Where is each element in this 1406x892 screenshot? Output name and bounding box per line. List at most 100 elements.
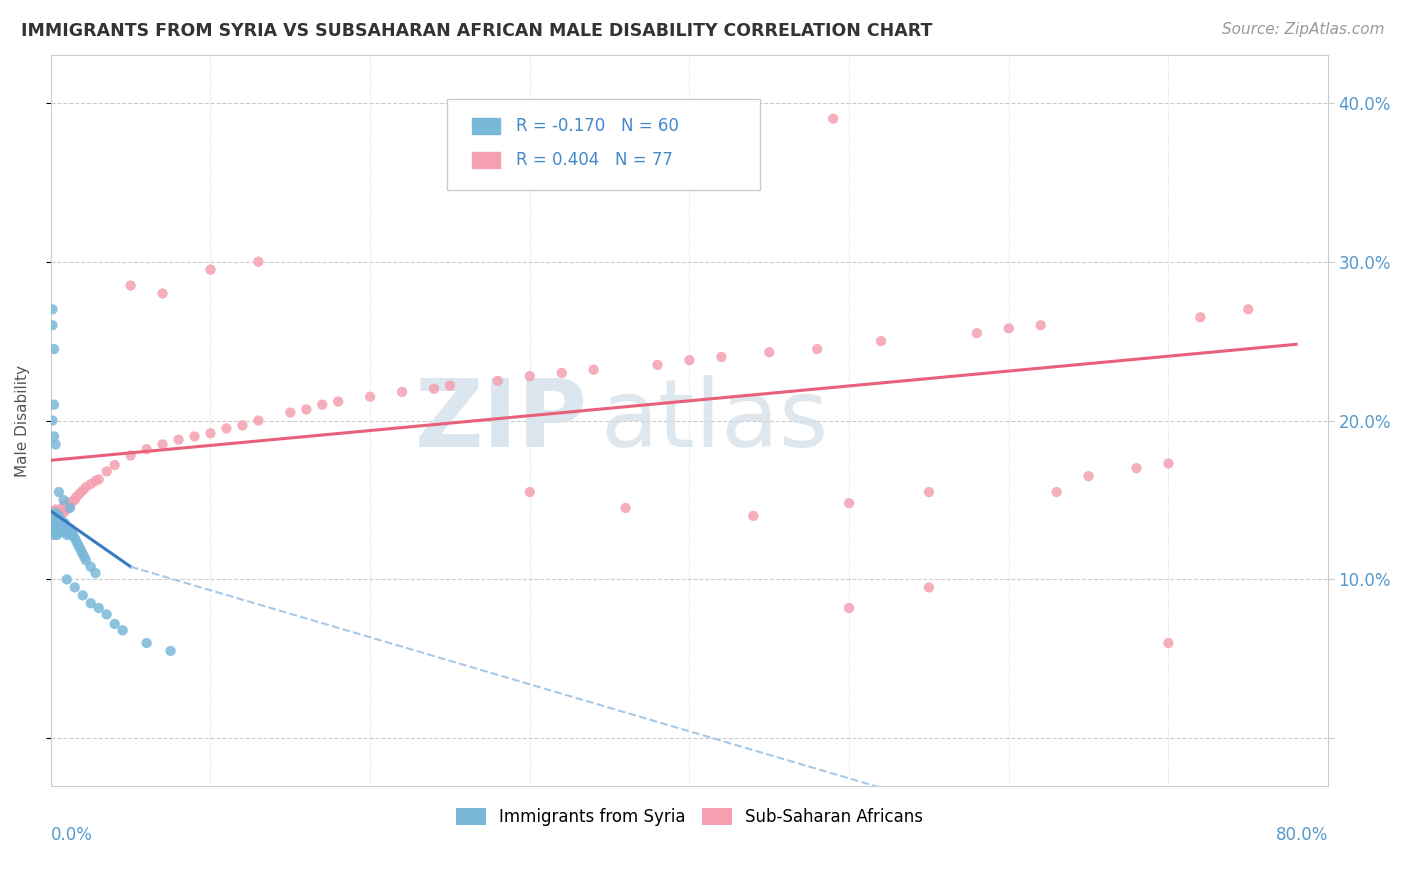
Point	[51, 500, 73, 515]
Point	[84, 566, 107, 580]
Point	[551, 366, 574, 380]
Point	[1237, 302, 1260, 317]
Point	[295, 402, 318, 417]
Point	[966, 326, 988, 341]
Point	[1189, 310, 1212, 325]
Point	[823, 112, 845, 126]
Point	[311, 398, 333, 412]
Point	[52, 506, 75, 520]
Point	[41, 302, 63, 317]
Point	[758, 345, 780, 359]
Point	[59, 500, 82, 515]
Point	[159, 644, 181, 658]
Point	[48, 508, 70, 523]
Point	[806, 342, 828, 356]
Text: R = 0.404   N = 77: R = 0.404 N = 77	[516, 151, 672, 169]
Point	[41, 508, 63, 523]
Point	[58, 524, 80, 539]
Point	[486, 374, 509, 388]
Point	[120, 449, 142, 463]
Point	[135, 442, 157, 457]
Point	[647, 358, 669, 372]
Point	[72, 547, 94, 561]
Point	[72, 483, 94, 498]
Point	[1029, 318, 1052, 333]
Point	[42, 516, 65, 531]
Point	[391, 384, 413, 399]
Point	[39, 524, 62, 539]
Point	[69, 486, 91, 500]
Point	[42, 342, 65, 356]
Point	[104, 458, 127, 472]
Point	[49, 504, 72, 518]
Point	[838, 601, 860, 615]
Point	[48, 514, 70, 528]
Point	[678, 353, 700, 368]
Text: atlas: atlas	[600, 375, 828, 467]
Point	[52, 515, 75, 529]
Point	[45, 512, 67, 526]
Point	[66, 537, 89, 551]
Point	[59, 528, 82, 542]
Point	[247, 413, 270, 427]
Text: 80.0%: 80.0%	[1275, 826, 1329, 844]
Point	[48, 524, 70, 539]
Point	[56, 520, 79, 534]
Point	[48, 485, 70, 500]
Point	[42, 522, 65, 536]
Point	[1077, 469, 1099, 483]
Point	[42, 512, 65, 526]
Bar	[472, 152, 501, 168]
Point	[53, 498, 76, 512]
Point	[582, 362, 605, 376]
Text: R = -0.170   N = 60: R = -0.170 N = 60	[516, 117, 679, 135]
Point	[49, 522, 72, 536]
Point	[215, 421, 238, 435]
Point	[48, 506, 70, 520]
Point	[1157, 457, 1180, 471]
Point	[439, 378, 461, 392]
Point	[53, 524, 76, 539]
Point	[200, 262, 222, 277]
Point	[96, 464, 118, 478]
Point	[1046, 485, 1069, 500]
Text: 0.0%: 0.0%	[51, 826, 93, 844]
Point	[710, 350, 733, 364]
Point	[41, 506, 63, 520]
Point	[72, 588, 94, 602]
Point	[104, 616, 127, 631]
Point	[1157, 636, 1180, 650]
Point	[135, 636, 157, 650]
Point	[51, 518, 73, 533]
Point	[87, 472, 110, 486]
Point	[167, 433, 190, 447]
Point	[63, 493, 86, 508]
Point	[359, 390, 381, 404]
Point	[73, 550, 96, 565]
Point	[56, 573, 79, 587]
Point	[52, 523, 75, 537]
Point	[111, 624, 134, 638]
Point	[45, 516, 67, 531]
Point	[742, 508, 765, 523]
Point	[84, 474, 107, 488]
Point	[614, 500, 637, 515]
Point	[63, 531, 86, 545]
Point	[278, 406, 301, 420]
Point	[42, 429, 65, 443]
Point	[46, 528, 69, 542]
Point	[183, 429, 205, 443]
Point	[39, 512, 62, 526]
Point	[80, 477, 103, 491]
Point	[42, 504, 65, 518]
Point	[87, 601, 110, 615]
Point	[328, 394, 350, 409]
Point	[75, 480, 97, 494]
Point	[1125, 461, 1147, 475]
Point	[60, 524, 83, 539]
FancyBboxPatch shape	[447, 99, 759, 190]
Text: ZIP: ZIP	[415, 375, 588, 467]
Point	[45, 502, 67, 516]
Point	[56, 502, 79, 516]
Point	[152, 286, 174, 301]
